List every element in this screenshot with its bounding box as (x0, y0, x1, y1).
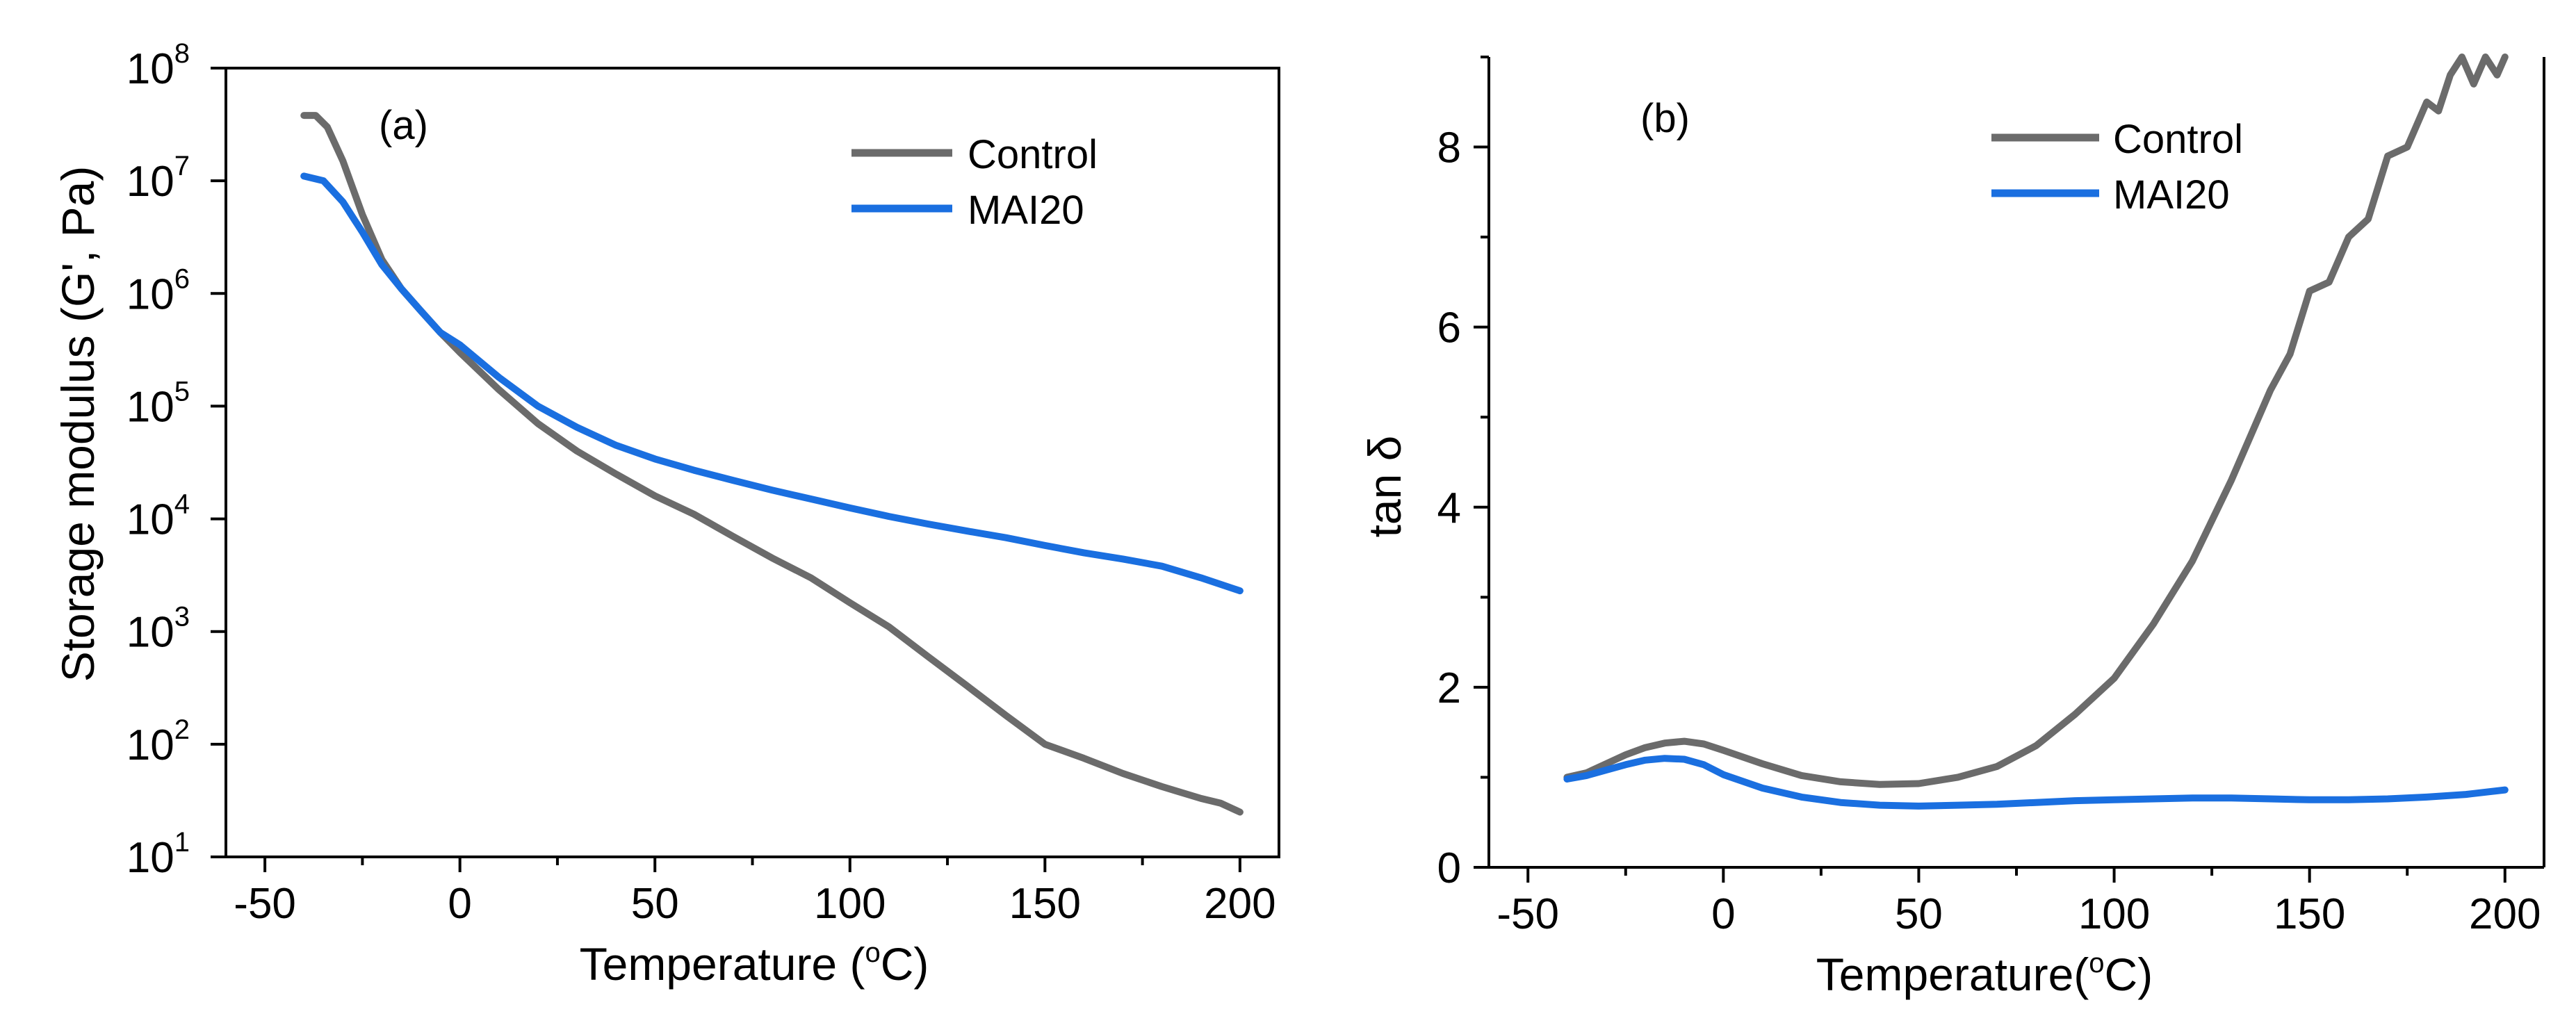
x-axis-label-b-tail: C) (2105, 949, 2153, 1000)
y-tick-label-a: 102 (127, 714, 190, 769)
y-tick-labels-a: 101 102 103 104 105 106 107 108 (127, 38, 190, 882)
x-axis-label-a-sup: o (865, 938, 880, 968)
y-tick-label-b: 0 (1437, 844, 1461, 892)
y-axis-label-b: tan δ (1359, 436, 1410, 538)
x-axis-label-b-main: Temperature( (1816, 949, 2089, 1000)
legend-label-control-b: Control (2113, 117, 2243, 162)
y-tick-labels-b: 0 2 4 6 8 (1437, 124, 1461, 892)
x-tick-label-a: 50 (631, 880, 679, 928)
series-line-a-mai20 (300, 172, 1244, 595)
series-line-b-control (1563, 54, 2509, 788)
y-tick-label-a: 105 (127, 376, 190, 431)
legend-label-control-a: Control (968, 132, 1098, 177)
y-tick-label-b: 6 (1437, 304, 1461, 352)
x-axis-label-a-tail: C) (881, 938, 929, 990)
axis-ticks-b (1474, 56, 2506, 883)
x-tick-label-a: 0 (448, 880, 471, 928)
legend-label-mai20-b: MAI20 (2113, 172, 2230, 218)
x-tick-label-a: 100 (814, 880, 886, 928)
y-tick-label-a: 104 (127, 489, 190, 544)
y-tick-label-b: 2 (1437, 664, 1461, 712)
series-lines-a (300, 112, 1244, 816)
x-tick-label-b: 100 (2078, 890, 2150, 938)
y-axis-label-a: Storage modulus (G', Pa) (52, 166, 104, 682)
panel-label-b: (b) (1640, 96, 1690, 141)
legend-a: Control MAI20 (851, 132, 1098, 233)
x-axis-label-a: Temperature (oC) (580, 938, 929, 990)
series-lines-b (1563, 54, 2509, 810)
chart-panel-a: -50 0 50 100 150 200 101 102 103 104 105 106 107 108… (52, 38, 1280, 990)
legend-label-mai20-a: MAI20 (968, 188, 1084, 233)
x-axis-label-b: Temperature(oC) (1816, 948, 2153, 1000)
x-axis-label-b-sup: o (2089, 948, 2104, 979)
x-tick-label-b: 150 (2274, 890, 2345, 938)
plot-frame-a (225, 67, 1280, 858)
y-tick-label-b: 8 (1437, 124, 1461, 172)
x-tick-labels-a: -50 0 50 100 150 200 (234, 880, 1275, 928)
x-tick-label-b: 200 (2469, 890, 2541, 938)
y-tick-label-a: 106 (127, 263, 190, 318)
legend-b: Control MAI20 (1991, 117, 2243, 218)
x-tick-label-b: 50 (1895, 890, 1943, 938)
x-tick-label-a: 200 (1204, 880, 1275, 928)
y-tick-label-a: 108 (127, 38, 190, 93)
x-tick-label-b: 0 (1711, 890, 1735, 938)
series-line-a-control (300, 112, 1244, 816)
x-tick-labels-b: -50 0 50 100 150 200 (1497, 890, 2541, 938)
y-tick-label-a: 101 (127, 827, 190, 882)
x-axis-label-a-main: Temperature ( (580, 938, 865, 990)
panel-label-a: (a) (379, 103, 428, 148)
x-tick-label-a: 150 (1009, 880, 1081, 928)
y-tick-label-b: 4 (1437, 484, 1461, 532)
axis-ticks-a (211, 67, 1241, 872)
x-tick-label-a: -50 (234, 880, 296, 928)
x-tick-label-b: -50 (1497, 890, 1559, 938)
y-tick-label-a: 103 (127, 602, 190, 657)
y-tick-label-a: 107 (127, 151, 190, 206)
series-line-b-mai20 (1563, 755, 2509, 810)
